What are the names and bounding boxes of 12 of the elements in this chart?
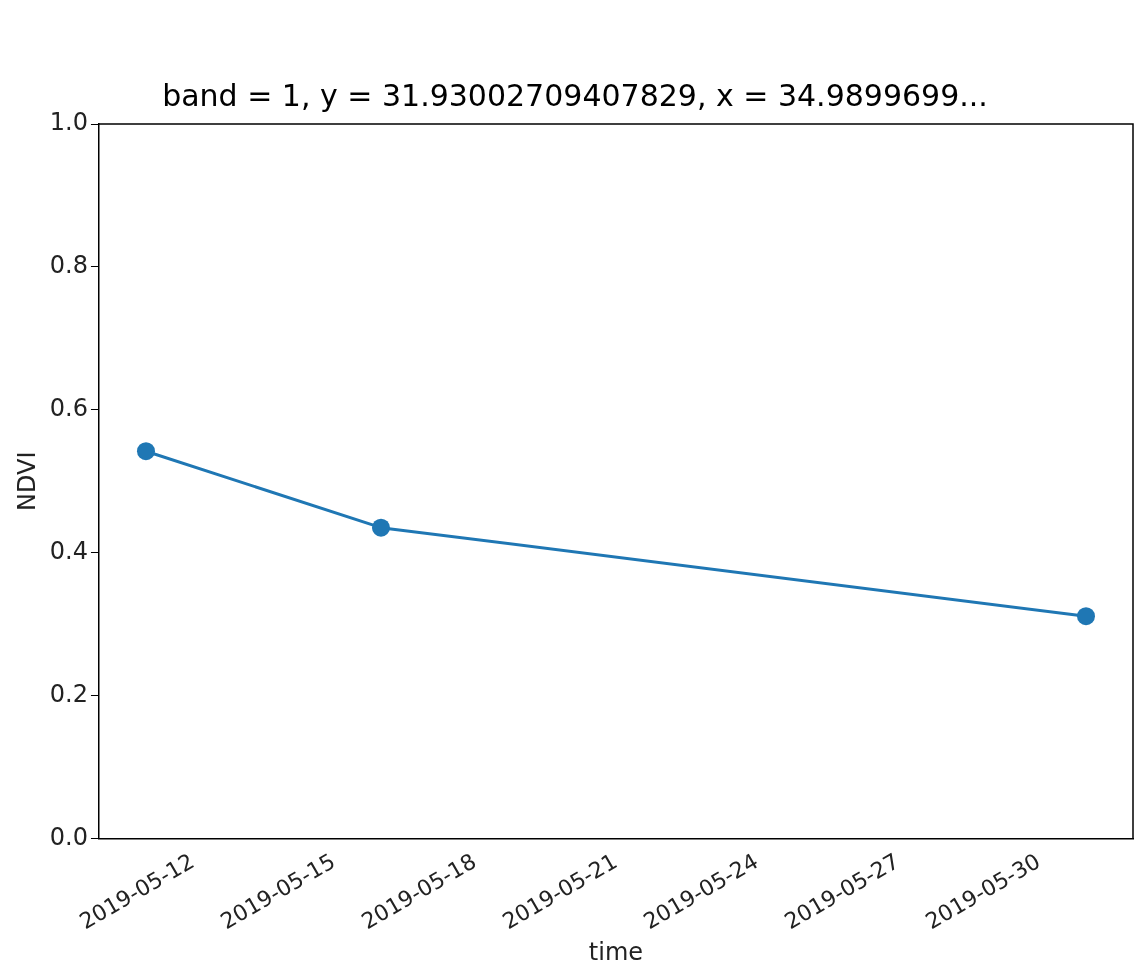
- y-axis-title: NDVI: [12, 451, 41, 511]
- x-axis-title: time: [588, 937, 644, 966]
- chart-title: band = 1, y = 31.93002709407829, x = 34.9899699...: [162, 77, 988, 113]
- point: [1077, 607, 1095, 626]
- point: [371, 518, 390, 537]
- y-tick-label: 0.2: [49, 679, 88, 708]
- y-tick-label: 0.6: [49, 394, 88, 422]
- y-tick-label: 0.4: [49, 536, 88, 565]
- y-tick-label: 1.0: [49, 108, 88, 137]
- y-tick-label: 0.8: [49, 251, 88, 280]
- point: [136, 442, 155, 461]
- y-tick-label: 0.0: [49, 822, 88, 851]
